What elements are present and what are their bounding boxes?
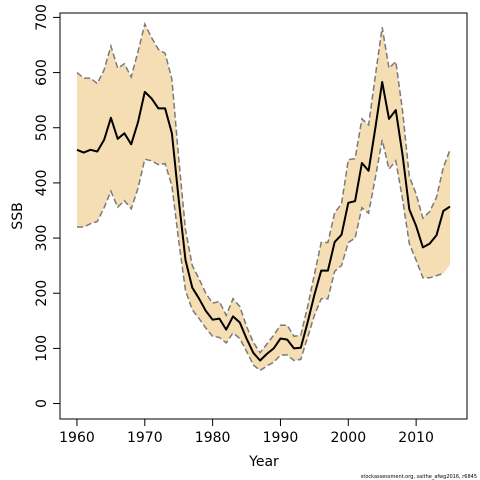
x-tick-label: 1970	[127, 430, 163, 446]
confidence-band	[77, 24, 450, 371]
credit-text: stockassessment.org, saithe_afwg2016, r6…	[361, 474, 477, 480]
y-tick-label: 600	[34, 59, 50, 86]
y-tick-label: 400	[34, 170, 50, 197]
y-tick-label: 200	[34, 280, 50, 307]
x-tick-label: 1990	[263, 430, 299, 446]
x-tick-label: 1980	[195, 430, 231, 446]
x-tick-label: 2000	[330, 430, 366, 446]
y-tick-label: 100	[34, 335, 50, 362]
y-axis-title: SSB	[10, 202, 26, 229]
y-tick-label: 700	[34, 4, 50, 31]
x-axis-title: Year	[248, 454, 279, 470]
lower-bound-line	[77, 139, 444, 372]
ssb-estimate-line	[76, 81, 451, 362]
x-tick-label: 2010	[398, 430, 434, 446]
plot-frame	[59, 12, 468, 420]
line-layer	[76, 21, 451, 372]
x-axis: 1960 1970 1980 1990 2000 2010	[59, 419, 434, 446]
y-tick-label: 0	[34, 399, 50, 408]
x-tick-label: 1960	[59, 430, 95, 446]
confidence-band-layer	[77, 24, 450, 371]
y-axis: 0 100 200 300 400 500 600 700	[34, 4, 60, 408]
y-tick-label: 300	[34, 225, 50, 252]
y-tick-label: 500	[34, 114, 50, 141]
